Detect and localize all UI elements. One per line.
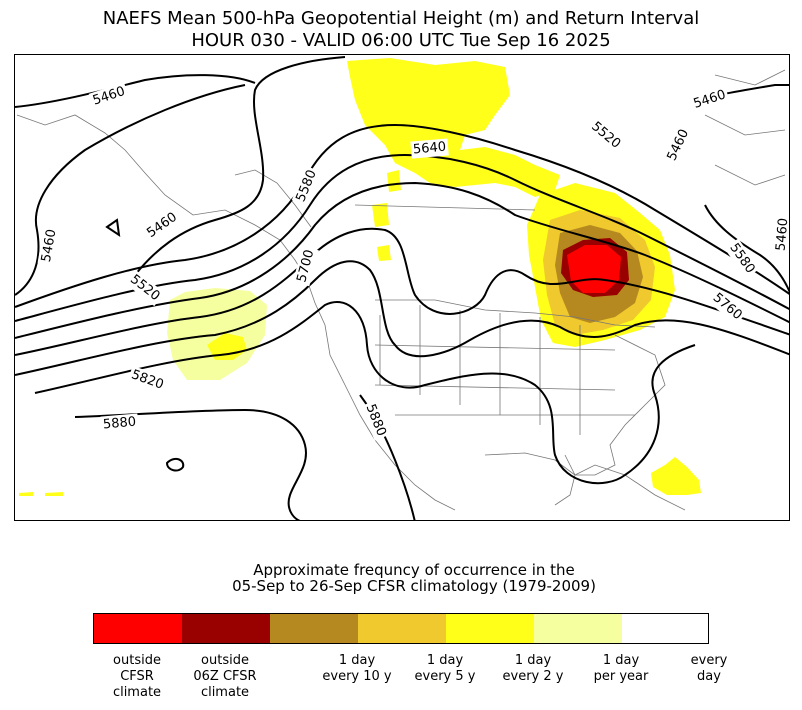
contour-5460-east (704, 204, 789, 293)
contour-label-halo (724, 238, 760, 279)
contour-label: 5460 (39, 228, 60, 263)
contour-label: 5580 (726, 241, 757, 277)
contour-5700 (15, 227, 789, 356)
map-title-line2: HOUR 030 - VALID 06:00 UTC Tue Sep 16 20… (191, 30, 611, 51)
colorbar (93, 613, 709, 644)
contour-label: 5580 (293, 168, 319, 204)
colorbar-segment-per-year (534, 614, 622, 643)
colorbar-segment-every-2y (446, 614, 534, 643)
map-canvas: 5460 5460 5460 5460 5460 5460 5520 5520 … (15, 56, 790, 520)
contour-label-halo (410, 138, 449, 159)
colorbar-tick-label: 1 day per year (593, 653, 649, 684)
pacific-coastline (16, 114, 456, 511)
return-interval-shading (19, 58, 701, 496)
contour-label-halo (662, 124, 694, 166)
colorbar-caption-line2: 05-Sep to 26-Sep CFSR climatology (1979-… (232, 577, 596, 595)
contour-label: 5880 (362, 402, 388, 438)
contour-label-halo (37, 225, 61, 266)
contour-5460-closed (105, 218, 121, 238)
contour-label-halo (291, 165, 322, 207)
contour-5820 (34, 300, 696, 485)
contour-label-halo (142, 207, 183, 243)
colorbar-tick-label: outside CFSR climate (112, 653, 162, 700)
colorbar-tick-label: 1 day every 10 y (322, 653, 392, 684)
colorbar-segment-outside-06z-cfsr (182, 614, 270, 643)
colorbar-segment-outside-cfsr (94, 614, 182, 643)
contour-5880-west (74, 408, 307, 520)
contour-label: 5460 (774, 217, 790, 251)
contour-5520 (15, 123, 789, 308)
shade-every-2y-small-2 (372, 203, 389, 227)
us-state-lines-horizontal (374, 344, 635, 416)
contour-label-halo (100, 413, 139, 434)
contour-5640 (15, 181, 789, 339)
contour-label-halo (88, 82, 130, 111)
colorbar-tick-label: 1 day every 5 y (414, 653, 476, 684)
contour-label-halo (586, 116, 626, 154)
contour-labels: 5460 5460 5460 5460 5460 5460 5520 5520 … (37, 82, 790, 441)
alaska-coast (234, 169, 312, 228)
colorbar-tick-label: every day (690, 653, 728, 684)
atlantic-coastline (564, 334, 666, 476)
contour-5460-outer (15, 84, 246, 296)
map-panel: 5460 5460 5460 5460 5460 5460 5520 5520 … (14, 54, 790, 521)
us-north-border (375, 299, 656, 328)
contour-label: 5460 (144, 210, 180, 241)
coastlines-and-borders (16, 69, 786, 511)
map-title-line1: NAEFS Mean 500-hPa Geopotential Height (… (102, 8, 700, 29)
contour-5580 (15, 153, 789, 322)
shade-every-2y-small-1 (387, 170, 401, 192)
colorbar-tick-label: outside 06Z CFSR climate (193, 653, 257, 700)
gulf-coastline (484, 452, 576, 506)
shade-every-2y-atlantic (651, 457, 701, 495)
contour-5760 (15, 260, 789, 376)
contour-label-halo (707, 288, 747, 326)
contour-5880-closed (165, 457, 185, 472)
height-contours (15, 56, 789, 520)
contour-label-halo (689, 85, 730, 114)
contour-label-halo (125, 269, 165, 307)
contour-label-halo (127, 365, 168, 395)
contour-label-halo (772, 215, 789, 254)
contour-5460-inner (134, 56, 346, 276)
us-state-lines-vertical (379, 305, 581, 435)
arctic-islands (704, 69, 786, 186)
contour-label: 5460 (665, 127, 693, 163)
colorbar-tick-label: 1 day every 2 y (502, 653, 564, 684)
contour-label: 5880 (102, 415, 136, 433)
shade-every-2y-small-3 (377, 245, 391, 261)
contour-label-halo (360, 399, 391, 441)
contour-5460-west (15, 74, 256, 108)
shade-every-2y-edge-1 (19, 492, 33, 496)
shade-every-2y-edge-2 (45, 492, 63, 496)
colorbar-segment-every-day (622, 614, 708, 643)
colorbar-segment-every-5y (358, 614, 446, 643)
contour-label-halo (292, 246, 319, 287)
colorbar-segment-every-10y (270, 614, 358, 643)
contour-label: 5640 (412, 140, 446, 158)
shade-every-2y-north (347, 58, 560, 197)
colorbar-caption-line1: Approximate frequncy of occurrence in th… (253, 561, 575, 579)
